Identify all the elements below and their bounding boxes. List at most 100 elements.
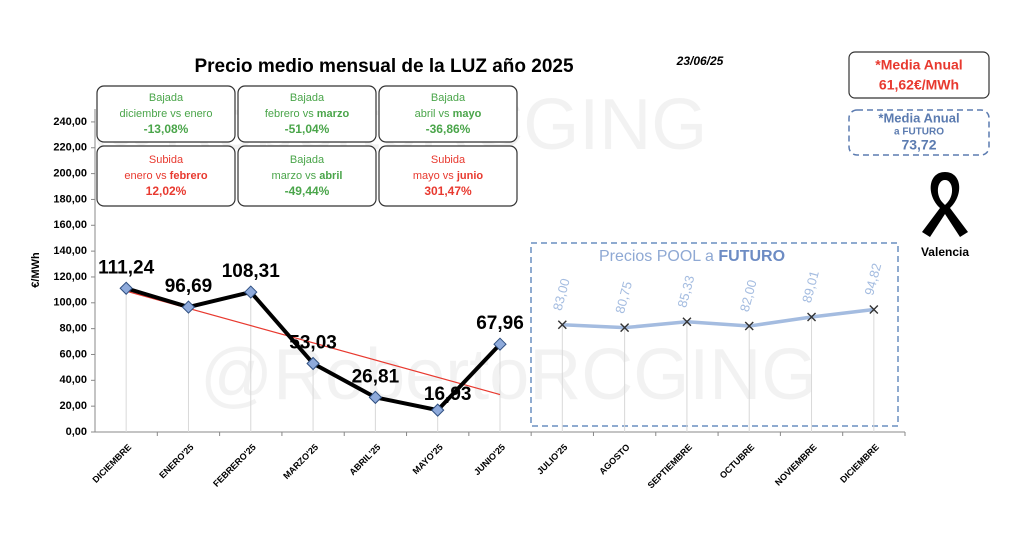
future-title-bold: FUTURO [718, 248, 785, 265]
marker [181, 300, 196, 314]
annual-box [848, 51, 990, 99]
x-tick-label: MAYO'25 [411, 442, 445, 476]
x-tick-label: JUNIO'25 [472, 442, 507, 477]
annotation-head: Bajada [431, 92, 466, 104]
annotation-compare: abril vs [415, 108, 453, 120]
annotation-compare: enero vs [124, 170, 169, 182]
data-label: 108,31 [222, 261, 281, 282]
annotation-compare: diciembre vs enero [120, 108, 213, 120]
annotation-bold: abril [319, 170, 342, 182]
annotation-head: Bajada [149, 92, 184, 104]
annotation-compare: mayo vs [413, 170, 457, 182]
chart-title: Precio medio mensual de la LUZ año 2025 [194, 56, 574, 77]
annual-future-label: *Media Anual [878, 110, 959, 125]
future-title: Precios POOL a FUTURO [599, 248, 785, 265]
marker [557, 320, 567, 330]
annotation-compare: marzo vs [272, 170, 320, 182]
marker [119, 281, 133, 295]
y-axis-label: €/MWh [30, 252, 42, 288]
annotation-box [96, 85, 236, 143]
city-label: Valencia [921, 245, 969, 259]
annotation-box [378, 85, 518, 143]
data-label: 82,00 [737, 278, 760, 313]
annotation-head: Subida [431, 154, 466, 166]
x-tick-label: FEBRERO'25 [211, 442, 258, 489]
series-line [562, 307, 875, 330]
data-label: 94,82 [861, 262, 884, 297]
data-label: 26,81 [352, 366, 400, 387]
x-tick-label: SEPTIEMBRE [646, 442, 694, 490]
data-label: 80,75 [612, 280, 635, 315]
data-label: 111,24 [98, 257, 154, 278]
annual-future-value: 73,72 [901, 137, 936, 153]
x-tick-label: NOVIEMBRE [773, 442, 819, 488]
y-tick-label: 180,00 [53, 193, 87, 205]
annual-future-box [848, 109, 990, 156]
y-tick-label: 220,00 [53, 142, 87, 154]
annotation-bold: mayo [453, 108, 482, 120]
y-tick-label: 160,00 [53, 219, 87, 231]
marker [306, 356, 320, 371]
watermark: @RobertoRCGING [200, 335, 817, 415]
annotation-pct: -49,44% [285, 184, 330, 198]
annotation-box [237, 85, 377, 143]
marker [493, 337, 507, 351]
date: 23/06/25 [676, 54, 724, 68]
annotation-box [96, 145, 236, 207]
x-tick-label: DICIEMBRE [90, 442, 133, 485]
data-label: 16,93 [424, 384, 472, 405]
annotation-box [378, 145, 518, 207]
y-tick-label: 0,00 [66, 426, 87, 438]
data-label: 83,00 [550, 277, 573, 312]
annotation-text: mayo vs junio [413, 170, 484, 182]
annotation-pct: 12,02% [146, 184, 187, 198]
data-label: 96,69 [165, 276, 213, 297]
annotation-box [237, 145, 377, 207]
marker [620, 323, 630, 333]
marker [807, 312, 817, 322]
x-tick-label: ENERO'25 [157, 442, 195, 480]
data-label: 53,03 [289, 333, 337, 354]
annotation-head: Subida [149, 154, 184, 166]
x-tick-label: AGOSTO [597, 442, 632, 477]
x-tick-label: MARZO'25 [281, 442, 320, 481]
y-tick-label: 200,00 [53, 168, 87, 180]
future-title-text: Precios POOL a [599, 248, 718, 265]
annotation-bold: marzo [317, 108, 350, 120]
annotation-pct: -36,86% [426, 122, 471, 136]
y-tick-label: 100,00 [53, 297, 87, 309]
marker [368, 390, 383, 405]
y-tick-label: 60,00 [59, 348, 87, 360]
x-tick-label: OCTUBRE [718, 442, 757, 481]
annotation-pct: -51,04% [285, 122, 330, 136]
annual-label: *Media Anual [875, 57, 962, 73]
annotation-text: enero vs febrero [124, 170, 207, 182]
future-box [530, 242, 899, 427]
annotation-head: Bajada [290, 92, 325, 104]
annotation-compare: febrero vs [265, 108, 317, 120]
x-tick-label: JULIO'25 [535, 442, 569, 476]
y-tick-label: 20,00 [59, 400, 87, 412]
marker [430, 403, 445, 417]
annotation-text: diciembre vs enero [120, 108, 213, 120]
y-tick-label: 80,00 [59, 323, 87, 335]
x-tick-label: DICIEMBRE [838, 442, 881, 485]
y-tick-label: 140,00 [53, 245, 87, 257]
ribbon-icon [922, 172, 968, 237]
marker [682, 317, 692, 327]
data-label: 89,01 [799, 269, 822, 304]
annotation-pct: -13,08% [144, 122, 189, 136]
annotation-bold: febrero [170, 170, 208, 182]
annotation-head: Bajada [290, 154, 325, 166]
y-tick-label: 120,00 [53, 271, 87, 283]
annotation-text: marzo vs abril [272, 170, 343, 182]
annotation-text: febrero vs marzo [265, 108, 350, 120]
marker [744, 321, 754, 331]
y-tick-label: 40,00 [59, 374, 87, 386]
marker [869, 304, 879, 314]
annotation-pct: 301,47% [424, 184, 472, 198]
annual-future-sub: a FUTURO [894, 127, 944, 138]
annotation-bold: junio [456, 170, 484, 182]
data-label: 85,33 [674, 274, 697, 309]
